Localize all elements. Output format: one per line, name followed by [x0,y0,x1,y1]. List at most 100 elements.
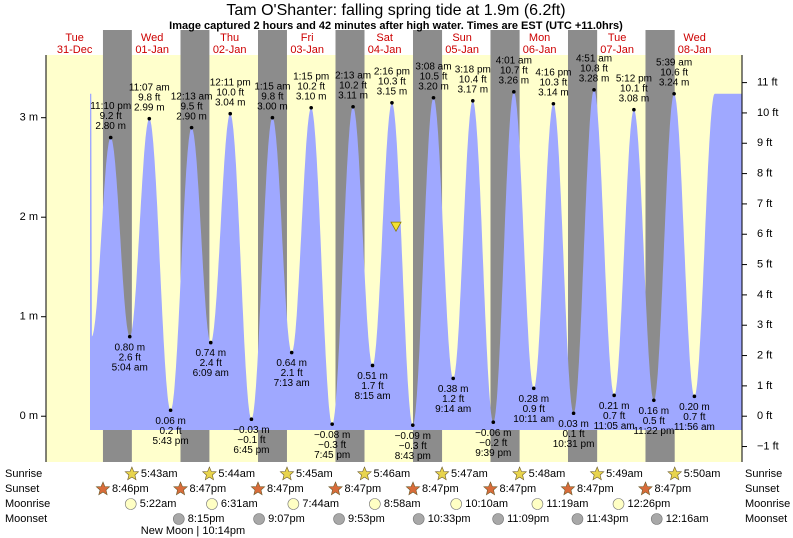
event-time: 5:22am [140,498,177,510]
event-time: 8:47pm [654,483,691,495]
event-time: 5:49am [606,468,643,480]
sun-icon [201,466,217,481]
tide-label: 10.6 ft [660,67,688,78]
event-time: 8:15pm [188,513,225,525]
tide-label: 3:18 pm [455,64,491,75]
tide-point [127,334,132,339]
event-time: 8:47pm [267,483,304,495]
tide-label: −0.3 ft [318,440,346,451]
sun-icon [434,466,450,481]
tide-point [351,104,355,109]
tide-label: 1:15 am [254,81,290,92]
day-date: 08-Jan [678,44,712,56]
tide-label: 11:22 pm [633,426,674,437]
moon-icon [172,513,185,525]
tide-point [451,376,455,381]
tide-label: 11:56 am [674,422,715,433]
tide-label: 3.20 m [418,81,449,92]
y2-tick-label: 7 ft [757,198,772,210]
tide-point [470,98,475,103]
event-time: 8:47pm [499,483,536,495]
tide-label: 2.4 ft [200,358,222,369]
row-label: Sunrise [745,468,782,480]
tide-point [491,420,496,424]
tide-label: 3.17 m [457,84,488,95]
event-time: 5:47am [451,468,488,480]
tide-label: 3.00 m [257,101,288,112]
tide-label: 9.2 ft [100,111,122,122]
event-time: 11:09pm [507,513,549,525]
moon-icon [612,498,625,510]
tide-label: −0.06 m [475,428,511,439]
tide-label: −0.08 m [314,430,350,441]
y-tick-label: 1 m [20,311,38,323]
event-time: 8:47pm [422,483,459,495]
day-name: Wed [683,32,705,44]
y2-tick-label: −1 ft [757,440,779,452]
tide-label: 1.7 ft [361,381,383,392]
tide-label: 3.24 m [659,77,690,88]
tide-label: 2.1 ft [281,368,303,379]
y-tick-label: 2 m [20,211,38,223]
tide-label: 10.7 ft [500,65,528,76]
tide-label: 0.64 m [276,358,307,369]
tide-point [330,422,334,426]
event-time: 9:53pm [348,513,385,525]
day-name: Sat [376,32,393,44]
event-time: 5:48am [529,468,566,480]
sun-icon [560,481,576,496]
sun-icon [512,466,528,481]
day-name: Fri [301,32,314,44]
tide-label: 10.5 ft [420,71,448,82]
row-label: Moonset [5,513,47,525]
tide-label: 2.99 m [134,102,165,113]
tide-label: 10.2 ft [297,81,325,92]
moon-icon [124,498,137,510]
day-name: Sun [452,32,472,44]
day-date: 06-Jan [523,44,557,56]
tide-label: 0.80 m [114,342,145,353]
tide-point [108,135,113,140]
day-date: 07-Jan [600,44,634,56]
event-time: 5:50am [684,468,721,480]
tide-label: 10.0 ft [216,87,244,98]
row-label: Moonrise [5,498,50,510]
moon-icon [253,513,265,525]
y2-tick-label: 9 ft [757,137,772,149]
tide-point [612,393,616,398]
tide-label: 10.3 ft [378,76,406,87]
tide-point [571,411,576,416]
tide-label: 3:08 am [415,61,451,72]
tide-label: 0.03 m [558,419,589,430]
moon-icon [492,513,504,525]
tide-label: 0.7 ft [603,411,625,422]
tide-point [249,417,254,422]
sun-icon [483,481,498,496]
moon-phase: New Moon | 10:14pm [141,525,245,537]
tide-label: 0.1 ft [562,429,584,440]
tide-label: 8:15 am [354,391,390,402]
row-label: Moonrise [745,498,790,510]
day-date: 03-Jan [290,44,324,56]
tide-label: 1:15 pm [293,71,329,82]
day-date: 31-Dec [57,44,93,56]
sun-icon [405,481,421,496]
moon-icon [206,498,218,510]
day-date: 02-Jan [213,44,247,56]
tide-point [692,394,697,399]
chart-subtitle: Image captured 2 hours and 42 minutes af… [169,20,623,32]
tide-label: 6:45 pm [233,445,269,456]
tide-label: 2:13 am [335,70,371,81]
event-time: 10:10am [465,498,508,510]
tide-label: 0.06 m [155,416,186,427]
event-time: 6:31am [221,498,258,510]
tide-label: 10:11 am [513,414,554,425]
tide-point [672,92,676,96]
tide-point [189,125,194,130]
tide-label: 10.1 ft [620,83,648,94]
tide-point [431,95,436,100]
event-time: 7:44am [302,498,339,510]
tide-label: 0.2 ft [159,426,181,437]
y2-tick-label: 10 ft [757,107,778,119]
tide-label: 0.5 ft [643,416,665,427]
